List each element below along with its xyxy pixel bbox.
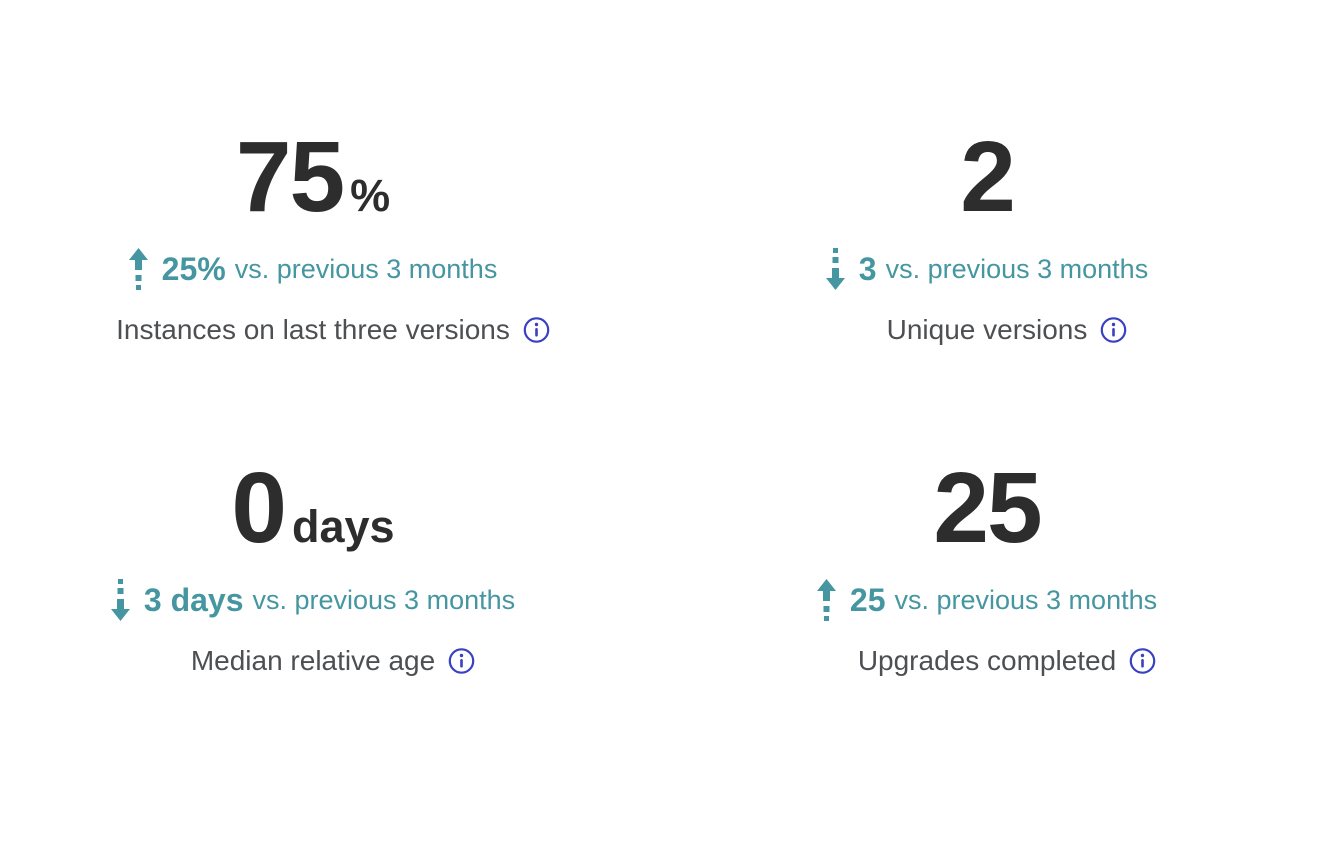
metric-label: Upgrades completed xyxy=(857,644,1117,676)
metric-value-unit: days xyxy=(292,501,395,552)
info-icon[interactable] xyxy=(448,647,475,674)
trend-arrow-icon xyxy=(128,248,148,290)
metric-label: Median relative age xyxy=(190,644,436,676)
info-icon[interactable] xyxy=(1100,316,1127,343)
metric-value-unit: % xyxy=(350,170,391,221)
metric-change-delta: 3 xyxy=(858,250,877,287)
trend-arrow-icon xyxy=(816,579,836,621)
info-icon[interactable] xyxy=(1129,647,1156,674)
trend-arrow-icon xyxy=(825,248,845,290)
metric-change-row: 25 vs. previous 3 months xyxy=(816,579,1158,621)
metric-change-delta: 25% xyxy=(161,250,226,287)
metric-label-row: Upgrades completed xyxy=(857,644,1156,677)
metric-value-number: 2 xyxy=(960,121,1016,233)
metric-value-number: 0 xyxy=(231,452,287,564)
metric-card-median-relative-age: 0 days 3 days vs. previous 3 months Medi… xyxy=(0,458,650,677)
metric-change-suffix: vs. previous 3 months xyxy=(252,584,516,615)
metric-change-row: 3 vs. previous 3 months xyxy=(825,248,1149,290)
trend-arrow-icon xyxy=(110,579,130,621)
metric-change-row: 25% vs. previous 3 months xyxy=(128,248,498,290)
metric-label-row: Median relative age xyxy=(190,644,475,677)
metric-label-row: Unique versions xyxy=(886,313,1127,346)
metric-value-number: 75 xyxy=(235,121,345,233)
info-icon[interactable] xyxy=(523,316,550,343)
metric-value-number: 25 xyxy=(933,452,1042,564)
metric-card-unique-versions: 2 3 vs. previous 3 months Unique version… xyxy=(650,127,1324,346)
metric-value-row: 2 xyxy=(960,121,1016,233)
metric-change-delta: 3 days xyxy=(143,581,244,618)
metric-change-suffix: vs. previous 3 months xyxy=(894,584,1158,615)
metric-label-row: Instances on last three versions xyxy=(116,313,550,346)
metric-label: Unique versions xyxy=(886,313,1088,345)
metric-value-row: 25 xyxy=(933,452,1042,564)
metric-change-delta: 25 xyxy=(849,581,886,618)
metric-card-upgrades-completed: 25 25 vs. previous 3 months Upgrades com… xyxy=(650,458,1324,677)
metric-change-suffix: vs. previous 3 months xyxy=(234,253,498,284)
metrics-dashboard: 75 % 25% vs. previous 3 months Instances… xyxy=(0,127,1324,677)
metric-label: Instances on last three versions xyxy=(116,313,510,345)
metric-change-suffix: vs. previous 3 months xyxy=(885,253,1149,284)
metric-value-row: 0 days xyxy=(231,458,394,558)
metric-value-row: 75 % xyxy=(236,127,390,227)
metric-change-row: 3 days vs. previous 3 months xyxy=(110,579,516,621)
metric-card-instances-on-last-three-versions: 75 % 25% vs. previous 3 months Instances… xyxy=(0,127,650,346)
